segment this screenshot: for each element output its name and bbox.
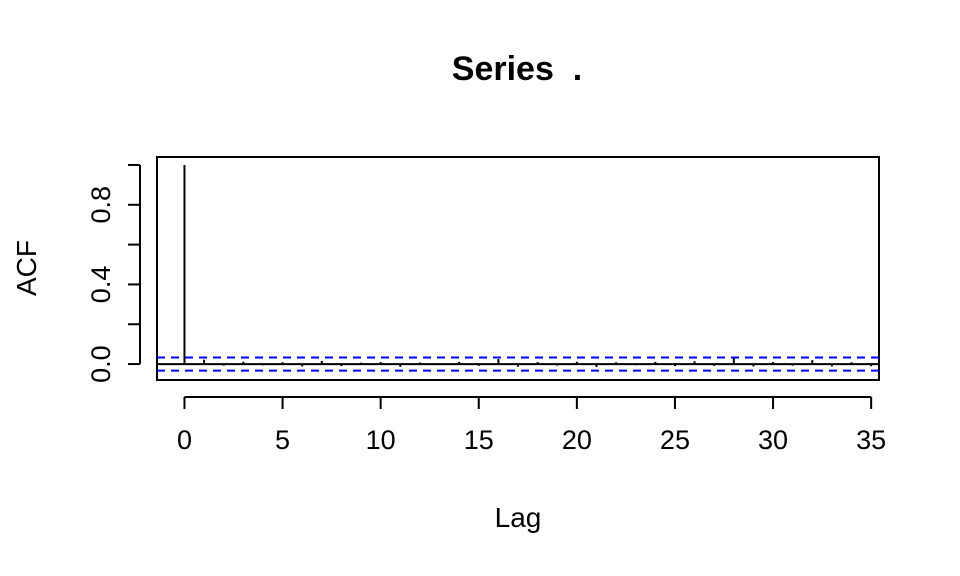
y-axis: 0.0 0.4 0.8 xyxy=(86,163,141,383)
y-tick-label: 0.0 xyxy=(86,345,116,383)
x-tick-label: 30 xyxy=(758,425,788,455)
y-tick-label: 0.4 xyxy=(86,266,116,304)
confidence-bands xyxy=(157,356,879,372)
x-tick-label: 0 xyxy=(177,425,192,455)
acf-bars xyxy=(183,164,873,368)
y-axis-label: ACF xyxy=(11,240,42,296)
x-tick-label: 10 xyxy=(366,425,396,455)
x-tick-label: 15 xyxy=(464,425,494,455)
y-tick-label: 0.8 xyxy=(86,186,116,224)
x-tick-label: 25 xyxy=(660,425,690,455)
x-tick-label: 5 xyxy=(275,425,290,455)
x-axis-label: Lag xyxy=(495,502,542,533)
chart-title: Series . xyxy=(452,50,582,88)
x-tick-label: 20 xyxy=(562,425,592,455)
x-axis: 0 5 10 15 20 25 30 35 xyxy=(177,396,886,455)
plot-frame xyxy=(156,156,880,381)
x-tick-label: 35 xyxy=(856,425,886,455)
